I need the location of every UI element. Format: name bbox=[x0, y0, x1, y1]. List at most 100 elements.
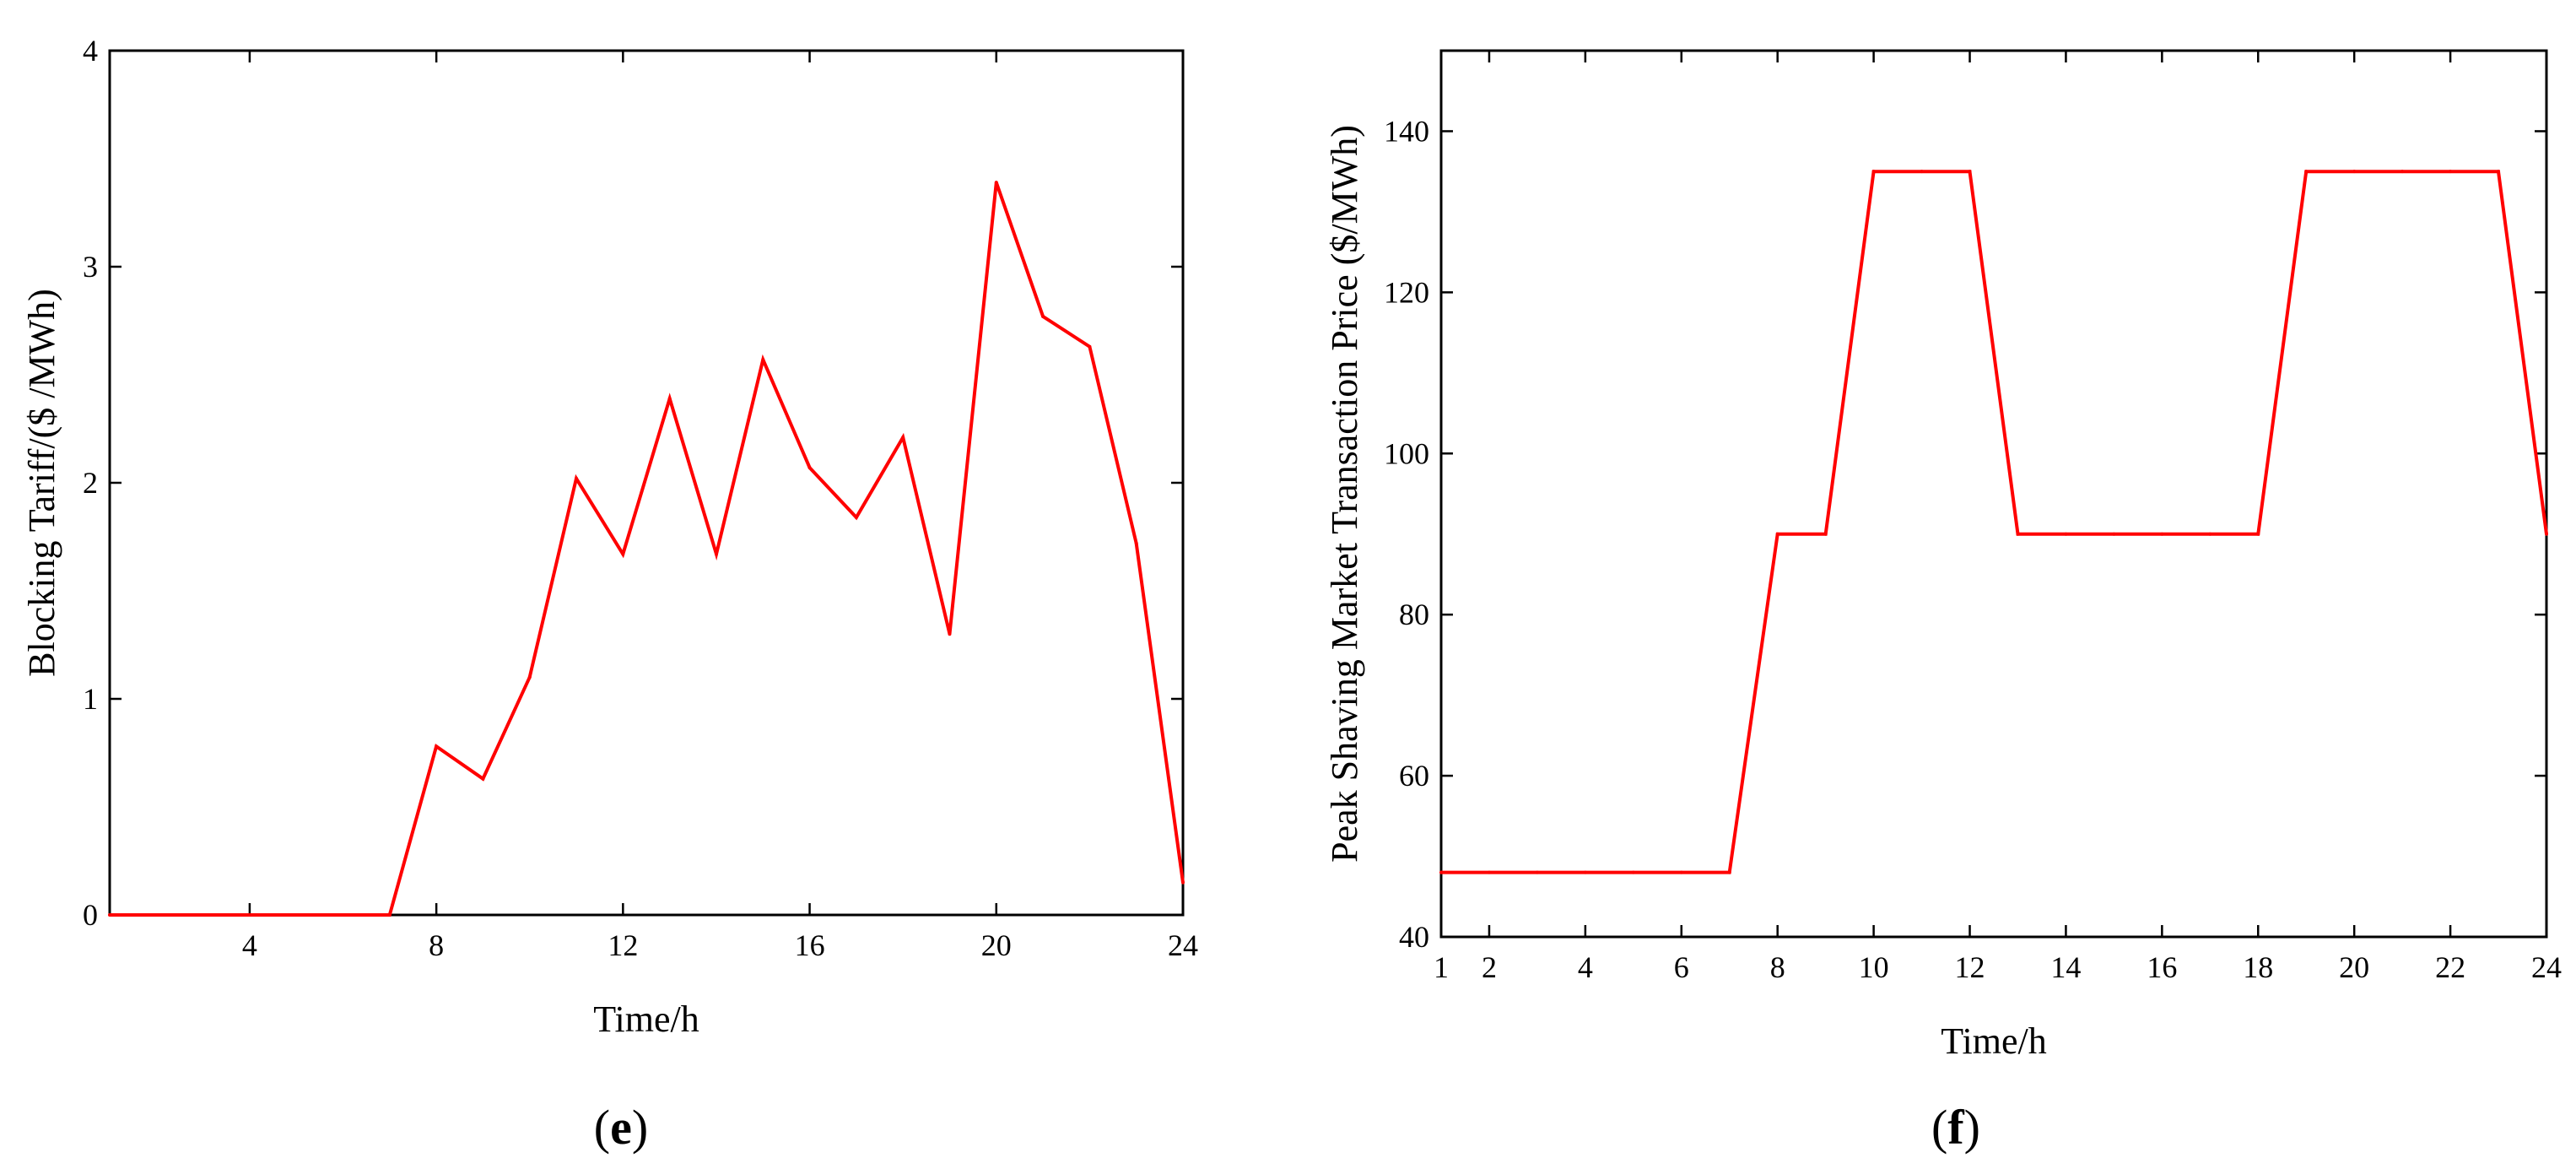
y-tick-label: 2 bbox=[83, 466, 98, 500]
y-axis-ticks: 40 60 80 100 120 140 bbox=[1384, 114, 2546, 954]
data-points bbox=[1439, 170, 2548, 874]
data-point bbox=[2304, 170, 2309, 174]
y-tick-label: 1 bbox=[83, 682, 98, 716]
data-point bbox=[2112, 532, 2116, 536]
x-axis-ticks: 4 8 12 16 20 24 bbox=[242, 51, 1198, 962]
panel-label-letter: f bbox=[1947, 1100, 1964, 1155]
x-tick-label: 24 bbox=[1168, 928, 1198, 962]
panel-label-f: (f) bbox=[1931, 1100, 1980, 1155]
panel-label-open: ( bbox=[1931, 1100, 1947, 1155]
series-line bbox=[1441, 170, 2548, 874]
data-point bbox=[2256, 532, 2260, 536]
data-point bbox=[667, 397, 672, 401]
data-point bbox=[527, 675, 532, 679]
data-point bbox=[247, 913, 251, 917]
x-tick-label: 20 bbox=[2339, 950, 2369, 984]
x-tick-label: 6 bbox=[1674, 950, 1689, 984]
data-point bbox=[1871, 170, 1876, 174]
data-point bbox=[1134, 541, 1138, 545]
data-point bbox=[2064, 532, 2068, 536]
data-point bbox=[807, 466, 812, 470]
y-axis-title: Blocking Tariff/($ /MWh) bbox=[21, 289, 62, 677]
data-point bbox=[341, 913, 345, 917]
data-point bbox=[435, 744, 439, 749]
data-point bbox=[1487, 870, 1491, 874]
data-point bbox=[108, 913, 111, 917]
data-point bbox=[1727, 870, 1731, 874]
y-tick-label: 4 bbox=[83, 34, 98, 68]
y-axis-title: Peak Shaving Market Transaction Price ($… bbox=[1324, 125, 1365, 863]
data-point bbox=[2400, 170, 2405, 174]
series-line bbox=[110, 181, 1185, 917]
x-tick-label: 14 bbox=[2050, 950, 2081, 984]
y-tick-label: 120 bbox=[1384, 275, 1429, 309]
x-axis-title: Time/h bbox=[1941, 1020, 2047, 1062]
data-point bbox=[2160, 532, 2164, 536]
data-point bbox=[621, 552, 625, 556]
panel-label-e: (e) bbox=[594, 1100, 648, 1155]
data-point bbox=[1823, 532, 1828, 536]
y-tick-label: 40 bbox=[1399, 920, 1429, 954]
data-point bbox=[761, 358, 765, 362]
data-point bbox=[1181, 880, 1185, 885]
data-point bbox=[1775, 532, 1779, 536]
y-tick-label: 140 bbox=[1384, 114, 1429, 148]
data-points bbox=[108, 181, 1185, 917]
data-point bbox=[854, 515, 858, 519]
data-point bbox=[1920, 170, 1924, 174]
y-axis-ticks: 0 1 2 3 4 bbox=[83, 34, 1183, 932]
data-point bbox=[1439, 870, 1443, 874]
x-tick-label: 8 bbox=[1770, 950, 1785, 984]
x-axis-title: Time/h bbox=[593, 999, 699, 1040]
x-tick-label: 2 bbox=[1482, 950, 1497, 984]
panel-label-close: ) bbox=[1964, 1100, 1980, 1155]
data-point bbox=[948, 632, 952, 636]
data-point bbox=[714, 552, 718, 556]
plot-frame bbox=[1439, 49, 2548, 939]
data-point bbox=[1041, 314, 1045, 318]
x-tick-label: 24 bbox=[2531, 950, 2562, 984]
x-tick-label: 8 bbox=[429, 928, 444, 962]
data-point bbox=[2449, 170, 2453, 174]
x-tick-label: 10 bbox=[1859, 950, 1889, 984]
data-point bbox=[481, 777, 485, 781]
data-point bbox=[1088, 344, 1092, 349]
y-tick-label: 0 bbox=[83, 898, 98, 932]
data-point bbox=[154, 913, 159, 917]
data-point bbox=[1631, 870, 1635, 874]
data-point bbox=[1968, 170, 1972, 174]
x-tick-label: 22 bbox=[2435, 950, 2465, 984]
x-tick-label: 16 bbox=[795, 928, 825, 962]
panel-label-close: ) bbox=[632, 1100, 648, 1155]
data-point bbox=[994, 181, 998, 185]
y-tick-label: 60 bbox=[1399, 759, 1429, 793]
y-tick-label: 100 bbox=[1384, 436, 1429, 470]
x-tick-label: 4 bbox=[242, 928, 257, 962]
y-tick-label: 3 bbox=[83, 250, 98, 284]
x-tick-label: 16 bbox=[2147, 950, 2177, 984]
data-point bbox=[387, 913, 392, 917]
x-tick-label: 18 bbox=[2243, 950, 2273, 984]
data-point bbox=[294, 913, 299, 917]
x-tick-label: 12 bbox=[608, 928, 638, 962]
panel-label-open: ( bbox=[594, 1100, 610, 1155]
data-point bbox=[2208, 532, 2212, 536]
data-point bbox=[575, 476, 579, 480]
x-axis-ticks: 1 2 4 6 8 10 12 14 16 18 20 22 24 bbox=[1434, 51, 2562, 984]
x-tick-label: 20 bbox=[981, 928, 1012, 962]
panel-label-letter: e bbox=[610, 1100, 632, 1155]
data-point bbox=[1535, 870, 1539, 874]
data-point bbox=[2497, 170, 2501, 174]
y-tick-label: 80 bbox=[1399, 598, 1429, 631]
data-point bbox=[2352, 170, 2357, 174]
x-tick-label: 1 bbox=[1434, 950, 1449, 984]
data-point bbox=[2016, 532, 2020, 536]
data-point bbox=[1583, 870, 1587, 874]
data-point bbox=[201, 913, 205, 917]
data-point bbox=[1679, 870, 1683, 874]
x-tick-label: 12 bbox=[1955, 950, 1985, 984]
